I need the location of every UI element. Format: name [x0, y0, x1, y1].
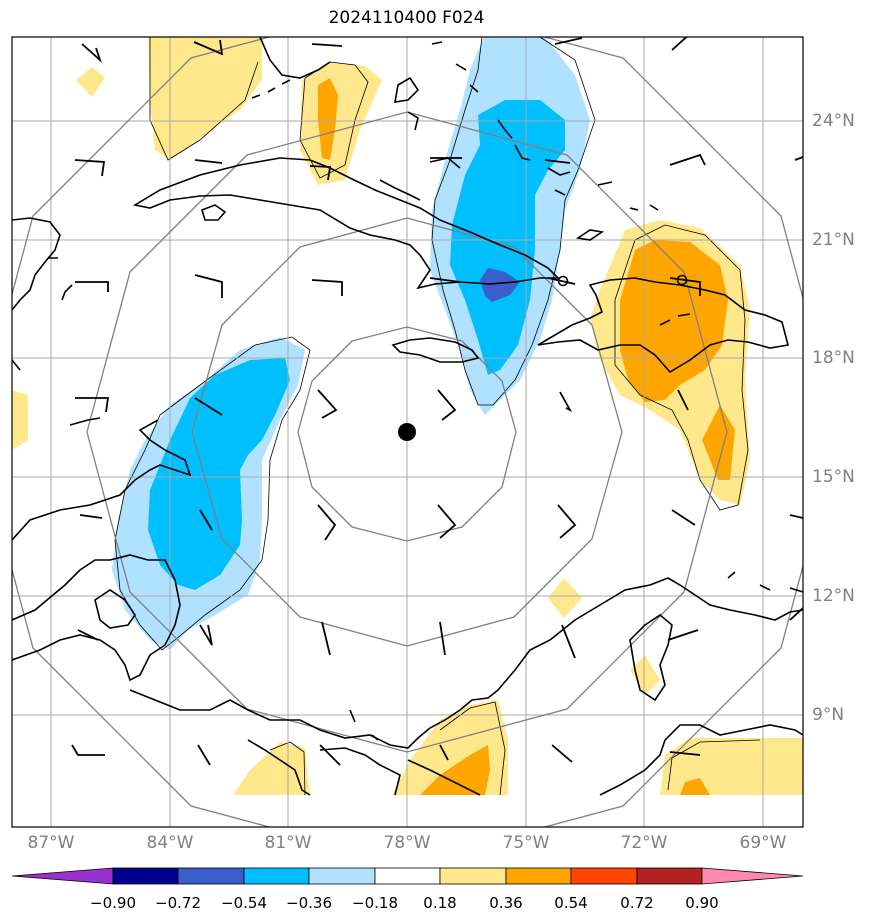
latitude-label: 12°N [812, 586, 855, 606]
latitude-label: 9°N [812, 705, 845, 725]
colorbar-segment [570, 867, 638, 885]
colorbar-extend-low [11, 867, 114, 885]
latitude-label: 24°N [812, 111, 855, 131]
colorbar-tick-label: 0.90 [685, 894, 719, 912]
colorbar-tick-label: −0.18 [352, 894, 398, 912]
longitude-label: 69°W [739, 833, 787, 853]
shaded-regions [12, 37, 803, 795]
positive-anomaly-region [76, 67, 105, 97]
negative-anomaly-region [450, 100, 565, 375]
wind-barbs [71, 37, 803, 766]
longitude-label: 87°W [27, 833, 75, 853]
colorbar-tick-label: −0.72 [155, 894, 201, 912]
positive-anomaly-region [660, 738, 803, 795]
colorbar [11, 867, 804, 885]
hispaniola-coastline [537, 277, 789, 374]
range-ring [86, 111, 728, 753]
positive-anomaly-region [420, 745, 490, 795]
colorbar-tick-label: 0.72 [620, 894, 654, 912]
positive-anomaly-region [630, 655, 660, 695]
negative-anomaly-region [148, 358, 290, 590]
graticule [12, 37, 803, 827]
colorbar-tick-label: −0.54 [221, 894, 267, 912]
range-ring [297, 326, 517, 542]
positive-anomaly-region [548, 578, 582, 618]
longitude-label: 75°W [502, 833, 550, 853]
station-marker [557, 275, 569, 287]
range-ring [12, 37, 803, 827]
colorbar-segment [374, 867, 441, 885]
map-frame [11, 36, 804, 828]
range-ring [191, 217, 623, 647]
colorbar-tick-label: 0.54 [554, 894, 588, 912]
yucatan-coastline [12, 217, 61, 311]
longitude-label: 72°W [620, 833, 668, 853]
positive-anomaly-region [12, 390, 28, 450]
colorbar-segment [308, 867, 376, 885]
latitude-label: 21°N [812, 230, 855, 250]
station-marker [676, 274, 688, 286]
positive-anomaly-region [318, 78, 338, 160]
jamaica-coastline [391, 337, 480, 363]
latitude-label: 18°N [812, 348, 855, 368]
colorbar-tick-label: 0.36 [489, 894, 523, 912]
positive-anomaly-region [702, 405, 735, 480]
positive-anomaly-region [680, 778, 710, 795]
colorbar-segment [636, 867, 703, 885]
positive-anomaly-region [233, 742, 310, 795]
longitude-label: 78°W [383, 833, 431, 853]
colorbar-segment [505, 867, 572, 885]
longitude-label: 81°W [264, 833, 312, 853]
colorbar-tick-label: −0.36 [286, 894, 332, 912]
strong-negative-anomaly-region [480, 268, 520, 302]
colorbar-segment [177, 867, 245, 885]
map-title: 2024110400 F024 [328, 8, 485, 28]
colorbar-tick-label: −0.90 [90, 894, 136, 912]
latitude-label: 15°N [812, 467, 855, 487]
range-rings [12, 37, 803, 827]
longitude-label: 84°W [146, 833, 194, 853]
positive-anomaly-region [148, 37, 262, 160]
contour-lines [114, 37, 761, 796]
storm-center-marker [398, 423, 416, 441]
colorbar-tick-label: 0.18 [423, 894, 457, 912]
colorbar-segment [243, 867, 310, 885]
colorbar-extend-high [701, 867, 804, 885]
colorbar-segment [112, 867, 179, 885]
colorbar-segment [439, 867, 507, 885]
